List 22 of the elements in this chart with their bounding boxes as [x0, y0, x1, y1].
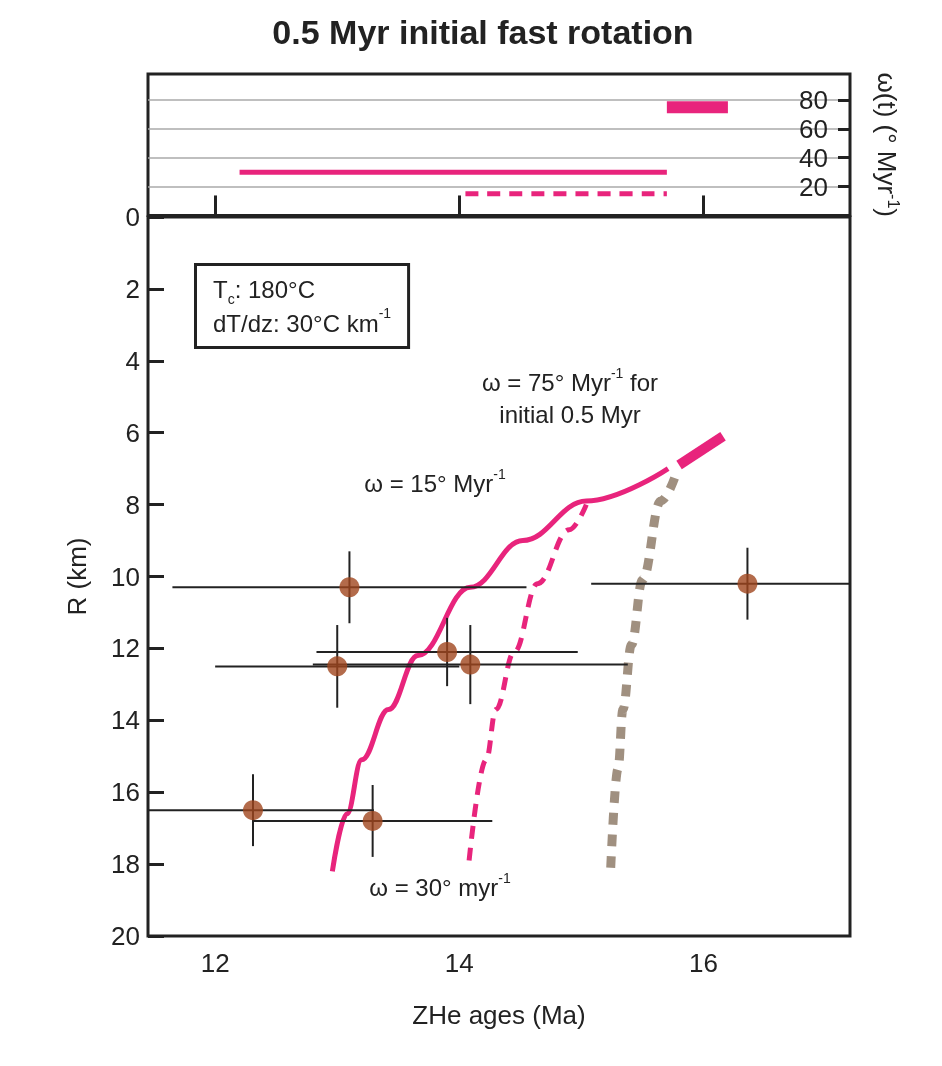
chart-title: 0.5 Myr initial fast rotation	[272, 13, 694, 51]
y-tick-label: 60	[799, 113, 828, 144]
y-tick-label: 14	[111, 705, 140, 736]
y-tick-label: 20	[799, 171, 828, 202]
y-axis-title: R (km)	[62, 537, 92, 616]
x-tick-label: 14	[444, 948, 474, 978]
y-tick-label: 4	[125, 345, 140, 376]
y-tick-label: 40	[799, 142, 828, 173]
y-tick-label: 6	[125, 417, 140, 448]
y-tick-label: 2	[125, 273, 140, 304]
y-tick-label: 8	[125, 489, 140, 520]
y-tick-label: 10	[111, 561, 140, 592]
y-tick-label: 16	[111, 777, 140, 808]
x-axis-title: ZHe ages (Ma)	[412, 1000, 586, 1030]
y-tick-label: 0	[125, 202, 140, 232]
y-tick-label: 20	[111, 921, 140, 951]
y-tick-label: 80	[799, 84, 828, 115]
y-tick-label: 18	[111, 849, 140, 880]
x-tick-label: 12	[200, 948, 230, 978]
y-tick-label: 12	[111, 633, 140, 664]
x-tick-label: 16	[689, 948, 718, 978]
y-axis-title: ω(t) (° Myr-1)	[871, 72, 902, 218]
